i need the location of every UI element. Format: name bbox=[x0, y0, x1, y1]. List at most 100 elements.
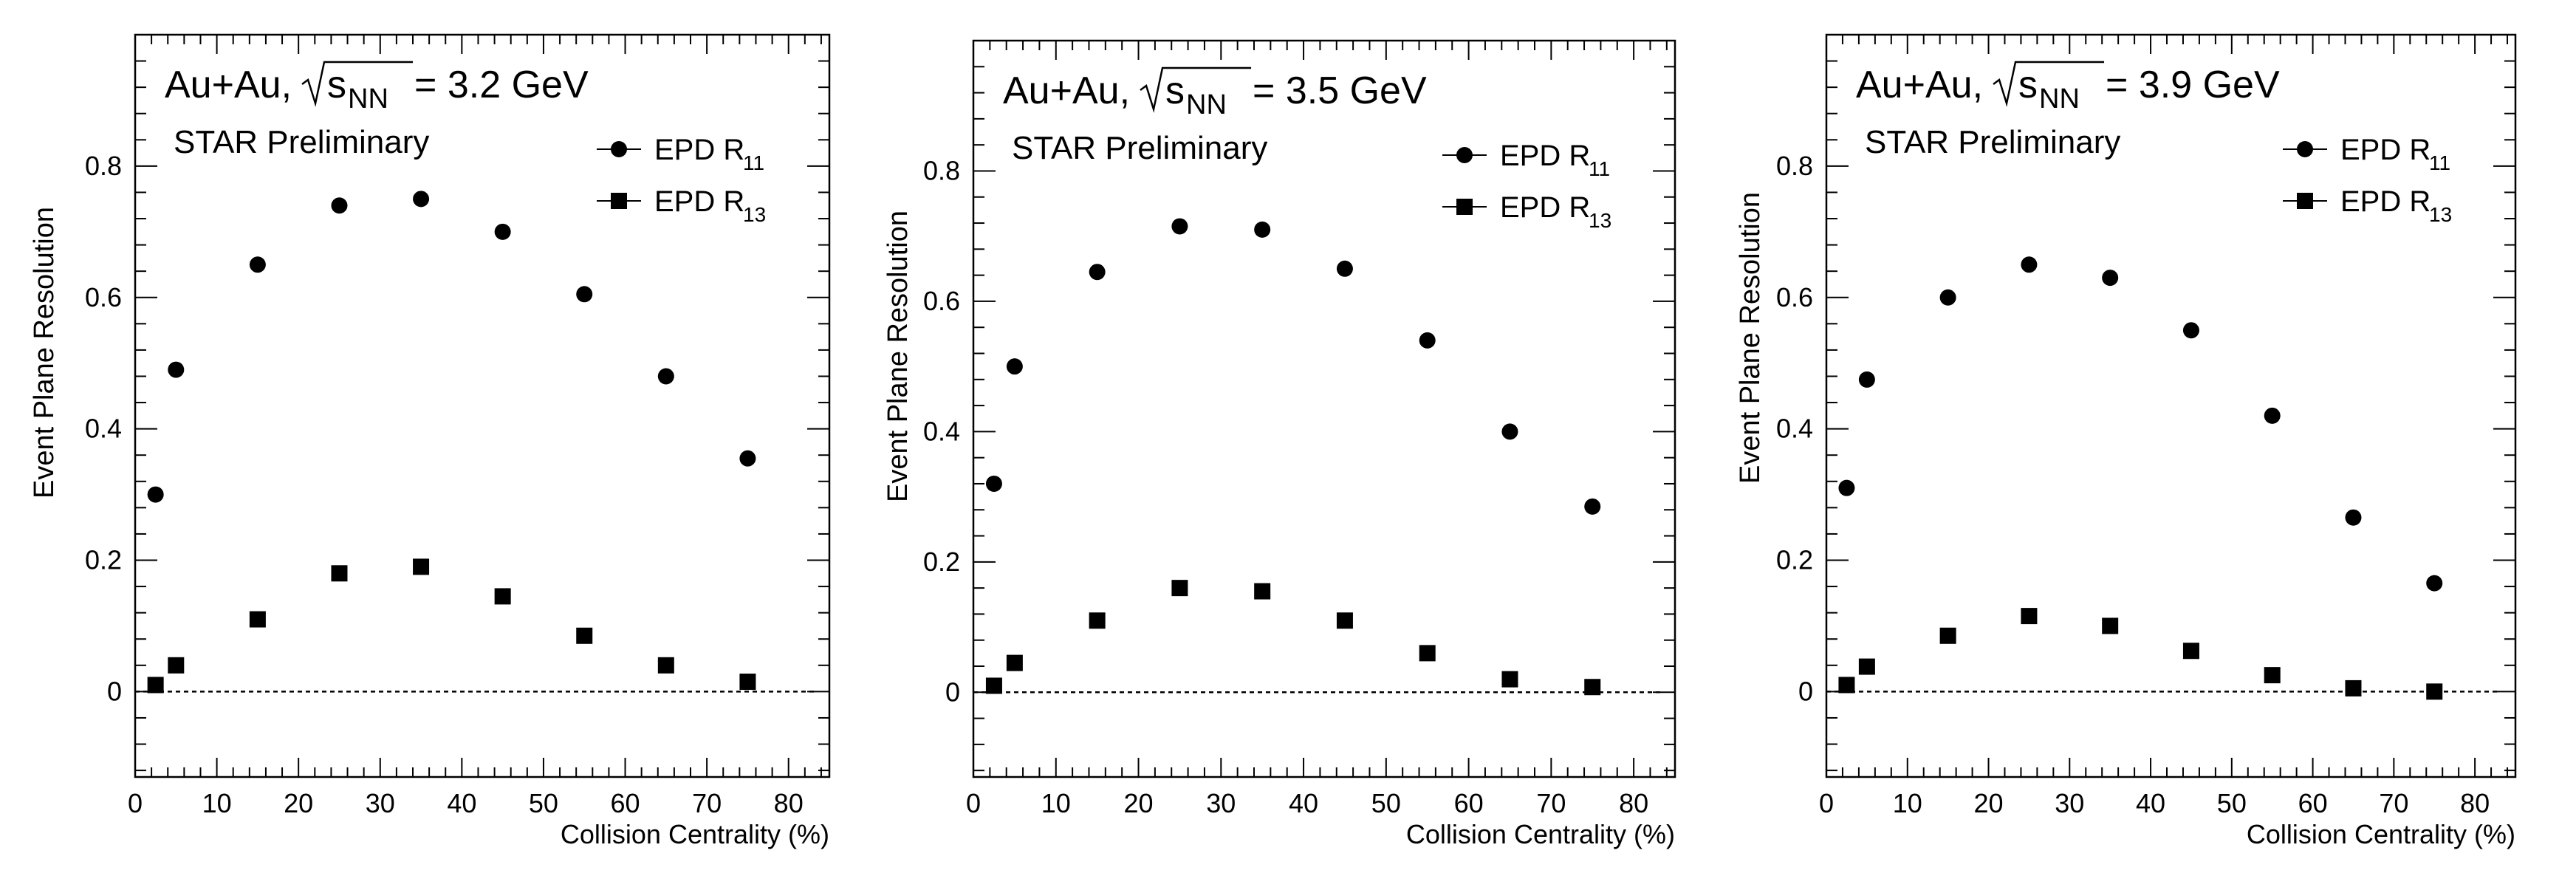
data-point-square bbox=[2264, 667, 2281, 684]
x-tick-label: 50 bbox=[529, 788, 558, 818]
series-1 bbox=[1838, 256, 2443, 592]
legend-label: EPD R bbox=[1500, 140, 1590, 172]
x-axis-label: Collision Centrality (%) bbox=[2247, 819, 2515, 849]
data-point-circle bbox=[739, 450, 756, 467]
chart-title: Au+Au, bbox=[1003, 69, 1130, 112]
x-tick-label: 60 bbox=[611, 788, 640, 818]
data-point-circle bbox=[985, 475, 1002, 492]
data-point-square bbox=[413, 558, 430, 575]
sqrt-s-label: s bbox=[327, 64, 346, 106]
data-point-circle bbox=[168, 361, 185, 378]
data-point-square bbox=[1858, 658, 1875, 675]
y-axis-label: Event Plane Resolution bbox=[1735, 192, 1766, 484]
data-point-circle bbox=[1254, 221, 1271, 238]
legend-label: EPD R bbox=[654, 185, 744, 218]
subtitle: STAR Preliminary bbox=[1012, 130, 1267, 166]
data-point-square bbox=[147, 677, 164, 694]
data-point-square bbox=[1584, 679, 1601, 696]
data-point-square bbox=[2426, 683, 2443, 700]
data-point-circle bbox=[2426, 575, 2443, 592]
data-point-circle bbox=[1858, 371, 1875, 388]
x-tick-label: 60 bbox=[2298, 788, 2328, 818]
data-point-square bbox=[1171, 580, 1188, 597]
legend-label: EPD R bbox=[654, 134, 744, 166]
data-point-square bbox=[1419, 645, 1436, 662]
x-tick-label: 60 bbox=[1454, 788, 1484, 818]
title-system: Au+Au, bbox=[1856, 64, 1983, 106]
y-tick-label: 0.6 bbox=[85, 282, 122, 312]
title-energy: = 3.9 GeV bbox=[2106, 64, 2280, 106]
y-tick-label: 0.4 bbox=[85, 414, 122, 444]
x-tick-label: 50 bbox=[1371, 788, 1401, 818]
legend-label: EPD R bbox=[2340, 185, 2431, 218]
sqrt-radical-icon bbox=[1140, 66, 1252, 113]
y-tick-label: 0.2 bbox=[923, 547, 960, 577]
y-tick-label: 0.8 bbox=[85, 151, 122, 181]
data-point-square bbox=[657, 657, 674, 674]
y-tick-label: 0.2 bbox=[85, 545, 122, 575]
legend-subscript: 13 bbox=[1589, 209, 1611, 232]
legend-entry-1: EPD R11 bbox=[2283, 134, 2450, 174]
data-point-circle bbox=[331, 197, 348, 214]
x-tick-label: 40 bbox=[2136, 788, 2165, 818]
data-point-square bbox=[576, 627, 593, 644]
legend-subscript: 11 bbox=[2429, 151, 2450, 174]
legend-circle-marker bbox=[2297, 141, 2313, 157]
data-point-circle bbox=[2264, 407, 2281, 424]
data-point-circle bbox=[2102, 270, 2119, 287]
sqrt-s-subscript: NN bbox=[2039, 83, 2080, 114]
x-axis-label: Collision Centrality (%) bbox=[1406, 819, 1675, 849]
legend-square-marker bbox=[2297, 193, 2313, 209]
legend-entry-2: EPD R13 bbox=[597, 185, 766, 226]
y-tick-label: 0 bbox=[945, 677, 960, 707]
plot-frame bbox=[1825, 33, 2517, 778]
chart-panel-1: 0 10 20 30 40 50 60 70 80 0 0.2 0.4 0.6 0.8 Collision … bbox=[29, 33, 831, 849]
subtitle: STAR Preliminary bbox=[1865, 124, 2120, 160]
data-point-square bbox=[2102, 617, 2119, 634]
data-point-square bbox=[249, 611, 266, 628]
data-point-circle bbox=[1336, 260, 1353, 277]
data-point-circle bbox=[657, 368, 674, 385]
x-tick-label: 10 bbox=[1893, 788, 1922, 818]
x-axis-label: Collision Centrality (%) bbox=[561, 819, 829, 849]
x-tick-label: 70 bbox=[692, 788, 722, 818]
data-point-circle bbox=[2021, 256, 2038, 273]
data-point-circle bbox=[1089, 264, 1106, 281]
legend-entry-1: EPD R11 bbox=[1442, 140, 1610, 180]
legend-subscript: 13 bbox=[743, 203, 766, 226]
data-point-circle bbox=[1006, 358, 1023, 375]
legend-subscript: 11 bbox=[743, 151, 764, 174]
x-tick-label: 20 bbox=[1124, 788, 1154, 818]
x-tick-label: 80 bbox=[2460, 788, 2490, 818]
x-tick-label: 70 bbox=[1536, 788, 1566, 818]
x-tick-label: 0 bbox=[1819, 788, 1834, 818]
x-tick-label: 30 bbox=[2055, 788, 2084, 818]
y-tick-label: 0.8 bbox=[923, 155, 960, 185]
chart-title: Au+Au, bbox=[1856, 64, 1983, 106]
data-point-square bbox=[2021, 608, 2038, 625]
y-tick-label: 0.4 bbox=[923, 416, 960, 446]
chart-title: Au+Au, bbox=[165, 64, 292, 106]
subtitle: STAR Preliminary bbox=[174, 124, 429, 160]
legend-circle-marker bbox=[1456, 147, 1473, 163]
sqrt-s-subscript: NN bbox=[1186, 89, 1227, 120]
data-point-square bbox=[985, 677, 1002, 694]
series-2 bbox=[985, 580, 1601, 696]
data-point-circle bbox=[249, 256, 266, 273]
legend-label: EPD R bbox=[2340, 134, 2431, 166]
data-point-circle bbox=[576, 286, 593, 303]
data-point-circle bbox=[494, 223, 511, 240]
x-tick-label: 0 bbox=[966, 788, 981, 818]
data-point-square bbox=[2345, 679, 2362, 696]
data-point-circle bbox=[147, 486, 164, 503]
x-tick-label: 30 bbox=[1206, 788, 1236, 818]
title-energy: = 3.2 GeV bbox=[414, 64, 589, 106]
x-tick-label: 20 bbox=[1974, 788, 2004, 818]
legend-entry-2: EPD R13 bbox=[2283, 185, 2452, 226]
series-1 bbox=[147, 191, 756, 503]
title-energy: = 3.5 GeV bbox=[1253, 69, 1427, 112]
data-point-square bbox=[1939, 627, 1956, 644]
y-axis-label: Event Plane Resolution bbox=[883, 210, 914, 502]
x-tick-label: 40 bbox=[1289, 788, 1318, 818]
